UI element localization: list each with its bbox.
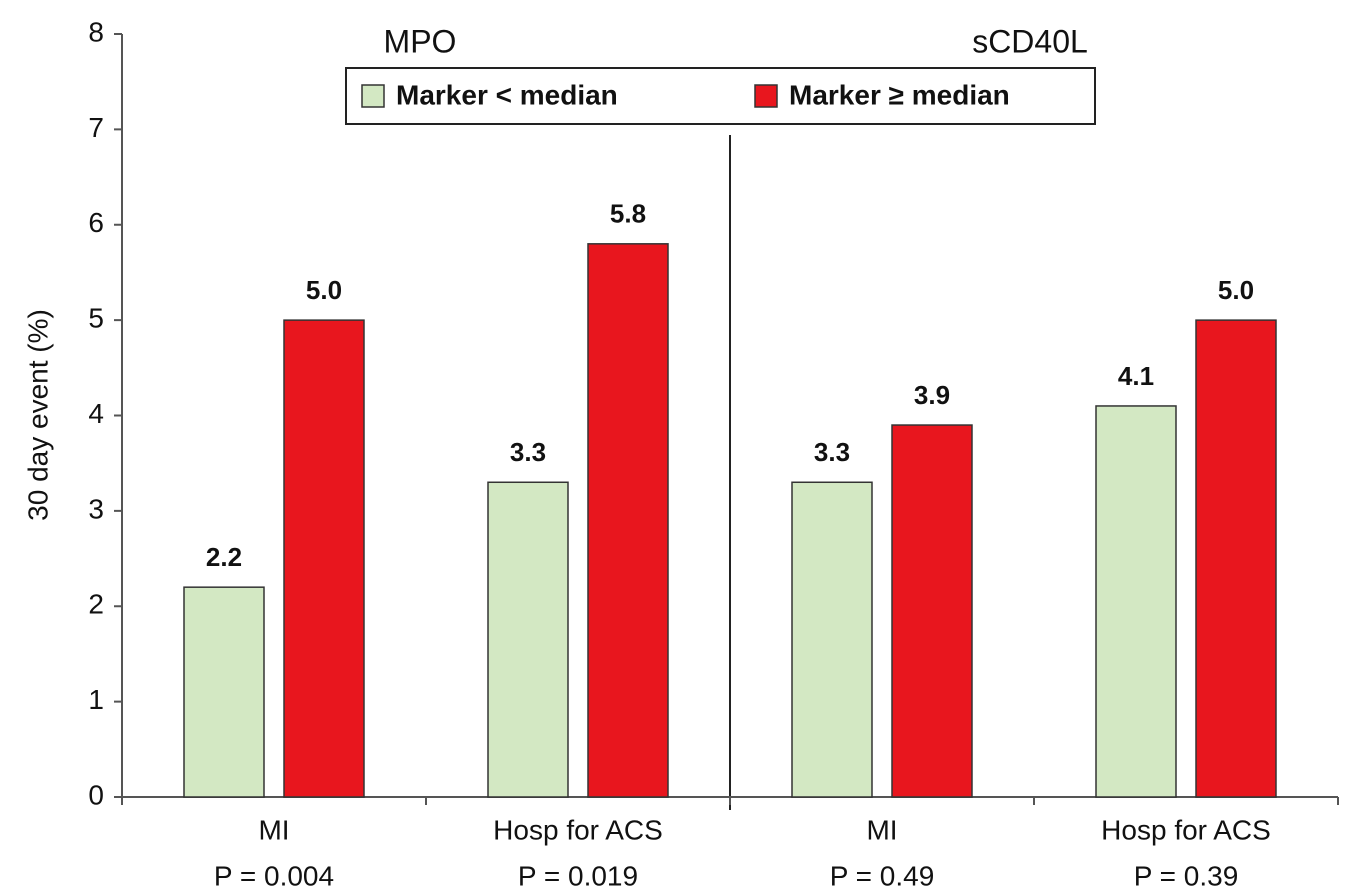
bar — [1195, 319, 1277, 798]
bar — [283, 319, 365, 798]
p-value: P = 0.019 — [518, 860, 638, 891]
p-value: P = 0.49 — [830, 860, 935, 891]
y-tick-label: 0 — [88, 779, 104, 810]
bar — [183, 586, 265, 798]
legend-label: Marker ≥ median — [789, 79, 1010, 110]
y-tick-label: 6 — [88, 207, 104, 238]
value-label: 3.9 — [914, 380, 950, 410]
p-value: P = 0.004 — [214, 860, 334, 891]
group-label: MPO — [384, 23, 457, 59]
x-tick-label: Hosp for ACS — [1101, 814, 1271, 845]
legend-swatch — [361, 84, 385, 108]
y-tick-label: 5 — [88, 303, 104, 334]
x-tick-label: MI — [258, 814, 289, 845]
x-tick-label: Hosp for ACS — [493, 814, 663, 845]
x-tick-label: MI — [866, 814, 897, 845]
y-tick-label: 2 — [88, 589, 104, 620]
group-label: sCD40L — [972, 23, 1088, 59]
bar — [587, 243, 669, 798]
y-tick-label: 4 — [88, 398, 104, 429]
bar — [891, 424, 973, 798]
y-tick-label: 8 — [88, 16, 104, 47]
value-label: 3.3 — [510, 437, 546, 467]
value-label: 5.0 — [306, 275, 342, 305]
bar — [1095, 405, 1177, 798]
y-tick-label: 7 — [88, 112, 104, 143]
legend — [345, 67, 1096, 125]
value-label: 3.3 — [814, 437, 850, 467]
y-tick-label: 1 — [88, 684, 104, 715]
value-label: 4.1 — [1118, 361, 1154, 391]
p-value: P = 0.39 — [1134, 860, 1239, 891]
value-label: 5.0 — [1218, 275, 1254, 305]
bar — [791, 481, 873, 798]
value-label: 5.8 — [610, 199, 646, 229]
bar — [487, 481, 569, 798]
y-tick-label: 3 — [88, 493, 104, 524]
legend-label: Marker < median — [396, 79, 618, 110]
value-label: 2.2 — [206, 542, 242, 572]
legend-swatch — [754, 84, 778, 108]
y-axis-label: 30 day event (%) — [22, 309, 53, 521]
